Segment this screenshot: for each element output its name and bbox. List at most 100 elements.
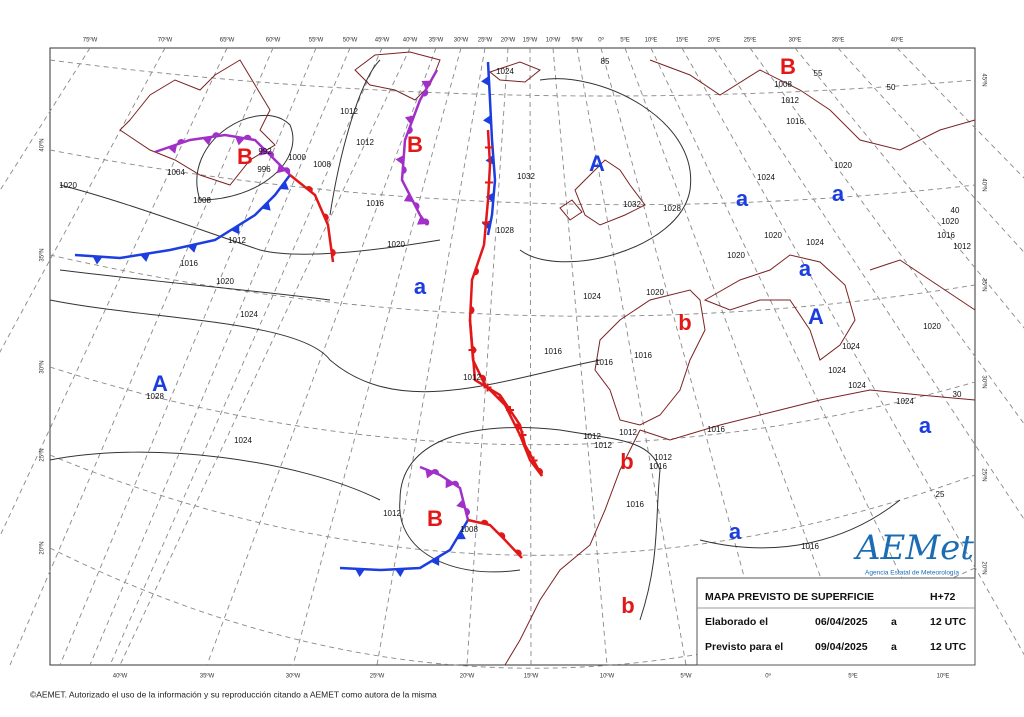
front-symbol	[483, 383, 492, 392]
front-symbol	[515, 549, 522, 557]
front-symbol	[468, 346, 477, 354]
isobar-label: 1024	[896, 397, 914, 406]
isobars	[49, 59, 901, 621]
isobar-label: 1012	[654, 453, 672, 462]
lon-label: 20ºE	[708, 37, 721, 44]
parallel	[49, 366, 976, 446]
pressure-center: B	[237, 144, 253, 169]
front-symbol	[259, 146, 269, 156]
lon-label: 75ºW	[83, 37, 98, 44]
legend-title: MAPA PREVISTO DE SUPERFICIE	[705, 591, 874, 603]
isobar-label: 1012	[781, 96, 799, 105]
lon-label: 35ºE	[832, 37, 845, 44]
isobar-label: 1024	[828, 366, 846, 375]
legend-cell: a	[891, 641, 897, 653]
front-symbol	[305, 186, 313, 193]
meridian	[0, 47, 91, 192]
lon-label: 60ºW	[266, 37, 281, 44]
meridian	[529, 47, 532, 666]
front-symbol	[212, 132, 221, 137]
lon-label: 70ºW	[158, 37, 173, 44]
lat-label: 30ºN	[980, 375, 987, 388]
front-symbol	[422, 218, 430, 226]
isobar-label: 1012	[594, 441, 612, 450]
meridian	[292, 47, 462, 666]
isobar-label: 1016	[937, 231, 955, 240]
front-symbol	[506, 406, 514, 414]
front-symbol	[187, 243, 198, 253]
lon-label: 20ºW	[460, 673, 475, 680]
lat-label: 35ºN	[980, 278, 987, 291]
isobar-label: 1020	[216, 277, 234, 286]
lon-label: 25ºW	[370, 673, 385, 680]
front-symbol	[235, 136, 245, 146]
isobar-label: 1020	[727, 251, 745, 260]
isobar-label: 1016	[180, 259, 198, 268]
lat-label: 20ºN	[39, 541, 46, 554]
front-symbol	[267, 151, 274, 158]
meridian	[206, 47, 437, 666]
legend-cell: 09/04/2025	[815, 641, 868, 653]
front-symbol	[485, 143, 493, 152]
front-symbol	[230, 224, 240, 235]
isobar-label: 1012	[340, 107, 358, 116]
isobar-label: 1020	[387, 240, 405, 249]
pressure-center: a	[414, 274, 427, 299]
lat-label: 40ºN	[39, 138, 46, 151]
isobar-label: 1020	[941, 217, 959, 226]
front-symbol	[456, 530, 466, 540]
front-symbol	[473, 267, 479, 276]
lon-label: 5ºE	[848, 673, 858, 680]
front-symbol	[283, 167, 291, 175]
front-symbol	[407, 126, 413, 134]
front-symbol	[323, 213, 329, 222]
front-symbol	[140, 253, 150, 262]
pressure-center: b	[678, 310, 691, 335]
cold-front	[339, 519, 470, 572]
meridian	[0, 47, 166, 353]
pressure-center: a	[736, 186, 749, 211]
front-symbol	[430, 556, 440, 566]
pressure-center: B	[407, 132, 423, 157]
lat-label: 25ºN	[39, 448, 46, 461]
pressure-center: b	[621, 593, 634, 618]
lon-label: 10ºE	[645, 37, 658, 44]
front-symbol	[279, 180, 289, 190]
isobar-label: 1032	[517, 172, 535, 181]
isobar-label: 1020	[834, 161, 852, 170]
lat-label: 35ºN	[39, 248, 46, 261]
pressure-center: A	[152, 371, 168, 396]
front-symbol	[261, 201, 271, 211]
isobar-label: 1024	[842, 342, 860, 351]
pressure-center: b	[620, 449, 633, 474]
isobar-label: 1024	[583, 292, 601, 301]
isobar-label: 1024	[806, 238, 824, 247]
lon-label: 15ºE	[676, 37, 689, 44]
isobar-label: 1012	[583, 432, 601, 441]
front-symbol	[465, 508, 470, 516]
front-symbol	[395, 568, 405, 577]
legend-step: H+72	[930, 591, 956, 603]
front-symbol	[485, 192, 494, 203]
lat-label: 20ºN	[980, 561, 987, 574]
lat-label: 45ºN	[980, 73, 987, 86]
lon-label: 0º	[765, 673, 771, 680]
front-symbol	[431, 469, 439, 475]
front-symbol	[202, 136, 213, 146]
meridian	[681, 47, 1024, 656]
lon-label: 5ºW	[680, 673, 692, 680]
isobar-label: 1028	[146, 392, 164, 401]
pressure-center: A	[589, 151, 605, 176]
isobar-label: 1012	[356, 138, 374, 147]
warm-front	[289, 174, 335, 263]
isobar-label: 1008	[774, 80, 792, 89]
legend-frame	[696, 577, 976, 666]
meridian	[837, 47, 1024, 253]
isobar-label: 40	[951, 206, 960, 215]
lon-label: 10ºW	[546, 37, 561, 44]
meridian	[624, 47, 854, 666]
meridian	[713, 47, 1024, 520]
lon-label: 40ºW	[113, 673, 128, 680]
